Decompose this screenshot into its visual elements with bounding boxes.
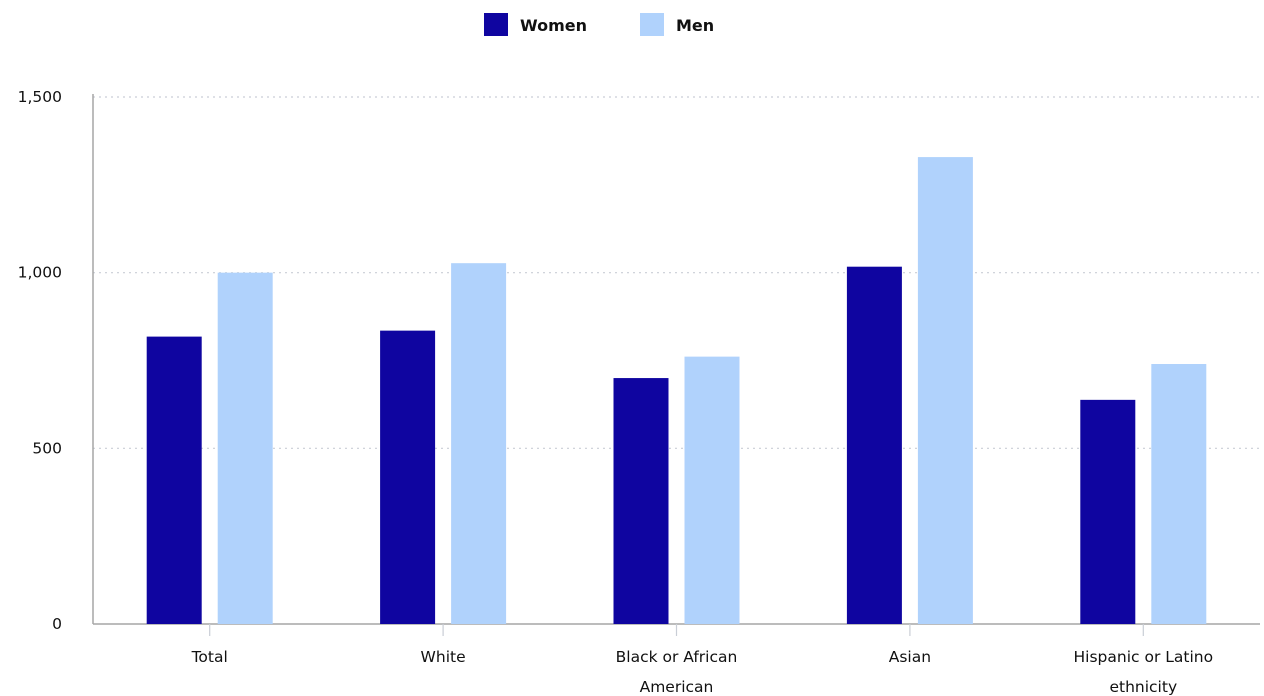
legend-swatch-women <box>484 13 508 36</box>
y-tick-label: 0 <box>52 615 62 633</box>
bar-men-black-or-african-american <box>684 356 740 624</box>
x-tick-label-total: Total <box>191 648 228 666</box>
bar-men-hispanic-or-latino-ethnicity <box>1151 364 1207 624</box>
legend-label-men: Men <box>676 16 714 35</box>
x-tick-label-line: Hispanic or Latino <box>1074 648 1214 666</box>
bar-women-hispanic-or-latino-ethnicity <box>1080 399 1136 624</box>
bar-men-white <box>451 263 507 624</box>
x-axis: Total White Black or African American Asian H… <box>93 623 1260 696</box>
x-tick-label-line: Asian <box>889 648 931 666</box>
x-tick-label-black-or-african-american: Black or African American <box>616 648 738 696</box>
x-tick-label-line: Total <box>191 648 228 666</box>
bar-women-asian <box>846 266 902 624</box>
x-tick-label-line: Black or African <box>616 648 738 666</box>
x-tick-label-line: American <box>640 678 714 696</box>
bars <box>146 157 1207 624</box>
bar-men-asian <box>917 157 973 624</box>
y-tick-label: 1,000 <box>18 264 62 282</box>
bar-women-black-or-african-american <box>613 378 669 624</box>
x-tick-label-hispanic-or-latino-ethnicity: Hispanic or Latino ethnicity <box>1074 648 1214 696</box>
bar-men-total <box>217 272 273 624</box>
legend-label-women: Women <box>520 16 587 35</box>
y-tick-label: 500 <box>32 439 62 457</box>
x-tick-label-white: White <box>421 648 466 666</box>
x-tick-label-line: ethnicity <box>1109 678 1177 696</box>
y-axis: 0 500 1,000 1,500 <box>18 88 94 633</box>
bar-women-total <box>146 336 202 624</box>
y-tick-label: 1,500 <box>18 88 62 106</box>
bar-women-white <box>380 330 436 624</box>
legend: Women Men <box>484 13 714 36</box>
x-tick-label-asian: Asian <box>889 648 931 666</box>
legend-swatch-men <box>640 13 664 36</box>
x-tick-label-line: White <box>421 648 466 666</box>
gridlines <box>93 96 1260 449</box>
